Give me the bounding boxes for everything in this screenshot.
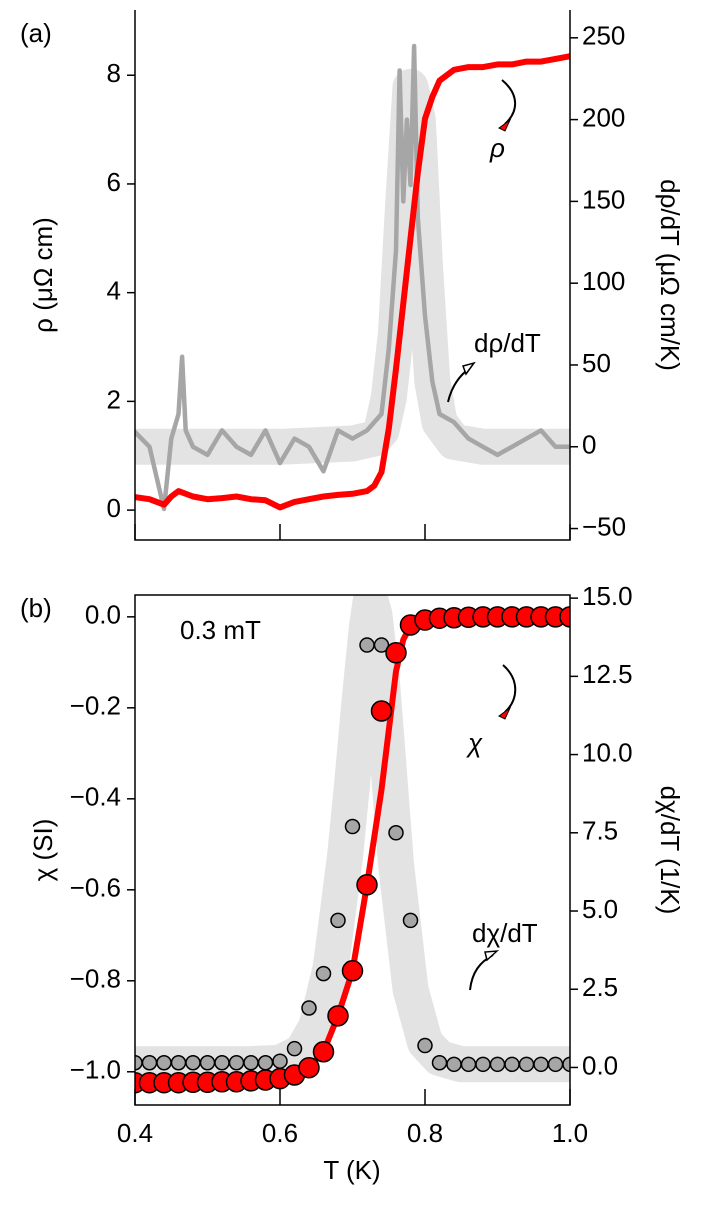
data-point [385, 642, 407, 664]
annotation-arrows [447, 79, 517, 991]
data-point [257, 1055, 274, 1071]
y2-axis-label: dχ/dT (1/K) [655, 786, 685, 915]
y2-tick-label: 7.5 [582, 816, 618, 846]
arrow-head [498, 118, 512, 132]
arrow [469, 954, 494, 991]
annotation: dχ/dT [472, 918, 538, 948]
data-point [562, 1056, 570, 1073]
x-tick-label: 1.0 [552, 1118, 588, 1148]
plot-area [135, 43, 570, 512]
data-point [330, 912, 346, 929]
y-tick-label: 4 [107, 276, 121, 306]
y2-tick-label: 15.0 [582, 581, 633, 611]
data-point [356, 874, 378, 896]
x-axis-label: T (K) [323, 1155, 380, 1185]
data-point [315, 965, 332, 982]
data-point [228, 1055, 245, 1071]
arrow-head [462, 361, 476, 376]
x-tick-label: 0.8 [407, 1118, 443, 1148]
x-tick-label: 0.6 [262, 1118, 298, 1148]
y-axis-label: χ (SI) [28, 819, 58, 882]
y-tick-label: −0.2 [70, 691, 121, 721]
panel-label: (a) [20, 18, 52, 48]
data-point [559, 606, 570, 628]
y2-tick-label: 0.0 [582, 1050, 618, 1080]
data-point [185, 1055, 201, 1071]
y2-axis-label: dρ/dT (μΩ cm/K) [655, 179, 685, 371]
data-point [327, 1005, 349, 1027]
y-tick-label: −0.4 [70, 782, 121, 812]
data-point [141, 1055, 158, 1071]
data-point [301, 1000, 317, 1016]
y2-tick-label: 250 [582, 21, 625, 51]
data-point [533, 1056, 549, 1073]
data-line [135, 43, 570, 512]
data-point [298, 1056, 320, 1079]
y-tick-label: −0.8 [70, 964, 121, 994]
data-point [286, 1040, 303, 1057]
data-line [135, 53, 570, 511]
data-point [359, 637, 375, 653]
data-point [388, 825, 404, 841]
y2-tick-label: 100 [582, 266, 625, 296]
arrow [502, 664, 517, 713]
panel: −1.0 −0.8 −0.6 −0.4 −0.2 0.0 0.0 2.5 5.0 7.5 10.0 1… [20, 581, 685, 1185]
y-tick-label: 0.0 [85, 600, 121, 630]
data-point [214, 1055, 230, 1071]
y2-tick-label: 150 [582, 184, 625, 214]
data-point [547, 1056, 564, 1073]
y2-tick-label: 2.5 [582, 972, 618, 1002]
data-point [504, 1056, 520, 1073]
y2-tick-label: 12.5 [582, 659, 633, 689]
y2-tick-label: 0 [582, 430, 596, 460]
fit-band [135, 595, 570, 1083]
arrow [501, 79, 517, 125]
y-tick-label: 0 [107, 493, 121, 523]
data-point [344, 818, 361, 835]
y-tick-label: 2 [107, 384, 121, 414]
data-point [460, 1056, 477, 1073]
data-point [446, 1056, 462, 1073]
data-point [402, 912, 419, 929]
y2-tick-label: −50 [582, 511, 626, 541]
y-tick-label: −0.6 [70, 873, 121, 903]
y2-tick-label: 200 [582, 102, 625, 132]
data-point [475, 1056, 491, 1073]
data-point [373, 637, 390, 653]
data-point [199, 1055, 216, 1071]
y2-tick-label: 5.0 [582, 894, 618, 924]
annotation: χ [466, 728, 483, 758]
plot-area [135, 595, 570, 1094]
panel-label: (b) [20, 593, 52, 623]
annotation: dρ/dT [474, 328, 541, 358]
data-point [170, 1055, 187, 1071]
annotation: 0.3 mT [180, 615, 261, 645]
y-tick-label: 8 [107, 58, 121, 88]
y-axis-label: ρ (μΩ cm) [28, 217, 58, 333]
y2-tick-label: 50 [582, 348, 611, 378]
data-point [156, 1055, 172, 1071]
data-point [431, 1055, 448, 1071]
arrow-head [498, 706, 512, 720]
data-point [312, 1041, 335, 1063]
x-tick-label: 0.4 [117, 1118, 153, 1148]
axis-frame [134, 10, 571, 541]
data-point [341, 960, 364, 982]
arrow-head [484, 950, 500, 962]
panel: 0 2 4 6 8 −50 0 50 100 150 200 250 (a) ρ (μΩ cm) dρ/dT… [20, 10, 685, 541]
y2-tick-label: 10.0 [582, 737, 633, 767]
data-point [243, 1055, 259, 1071]
data-point [518, 1056, 535, 1073]
y-tick-label: −1.0 [70, 1055, 121, 1085]
y-tick-label: 6 [107, 167, 121, 197]
annotation: ρ [489, 133, 505, 163]
data-point [370, 700, 393, 722]
data-point [272, 1053, 288, 1069]
data-point [417, 1037, 433, 1054]
data-point [489, 1056, 506, 1073]
